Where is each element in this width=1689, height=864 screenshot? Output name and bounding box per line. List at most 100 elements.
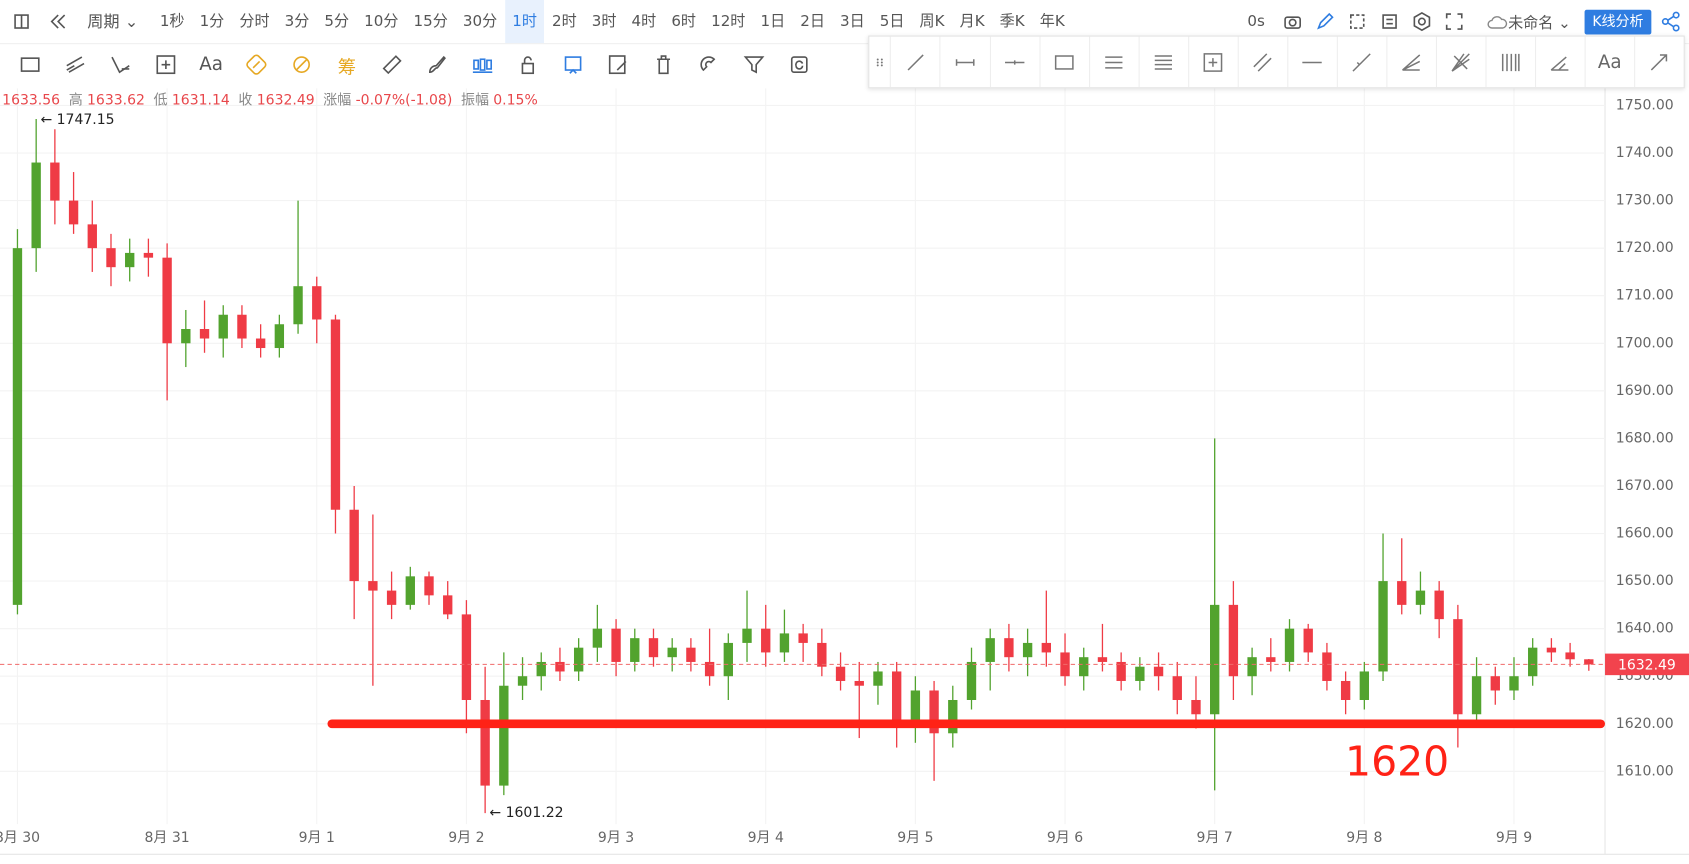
candle-body: [274, 324, 285, 349]
info-label: 高: [68, 92, 83, 109]
text-tool[interactable]: Aa: [199, 53, 223, 76]
period-option[interactable]: 15分: [413, 12, 448, 31]
delete-tool[interactable]: [648, 50, 678, 80]
layout-name-text: 未命名: [1508, 15, 1554, 33]
y-tick-label: 1650.00: [1616, 573, 1674, 589]
x-tick-label: 9月 3: [598, 830, 634, 846]
hide-tool[interactable]: [558, 50, 588, 80]
fib-lines[interactable]: [1138, 36, 1188, 88]
edit-tool[interactable]: [603, 50, 633, 80]
trend-line[interactable]: [890, 36, 940, 88]
draw-button[interactable]: [1310, 6, 1340, 36]
rectangle[interactable]: [1039, 36, 1089, 88]
candle-body: [237, 314, 247, 339]
period-option[interactable]: 年K: [1039, 12, 1065, 31]
back-button[interactable]: [43, 6, 73, 36]
candle-body: [461, 614, 472, 700]
arrow-line[interactable]: [1634, 36, 1684, 88]
camera-button[interactable]: [1278, 6, 1308, 36]
measure-tool[interactable]: [151, 50, 181, 80]
period-option[interactable]: 4时: [631, 12, 657, 31]
candle-tool[interactable]: [468, 50, 498, 80]
period-option[interactable]: 12时: [711, 12, 746, 31]
candle-body: [1340, 680, 1351, 700]
angle[interactable]: [1534, 36, 1585, 88]
candle-body: [1509, 676, 1519, 691]
candle-body: [873, 671, 883, 686]
layout-button[interactable]: [6, 6, 36, 36]
horizontal-ray[interactable]: [989, 36, 1039, 88]
drag-handle[interactable]: [869, 37, 890, 88]
period-option[interactable]: 月K: [959, 12, 985, 31]
parallel-lines[interactable]: [1088, 36, 1139, 88]
horizontal-line[interactable]: [1286, 36, 1337, 88]
period-menu[interactable]: 周期 ⌄: [87, 11, 139, 32]
filter-tool[interactable]: [739, 50, 769, 80]
gann-fan[interactable]: [1435, 36, 1486, 88]
period-option[interactable]: 周K: [919, 12, 945, 31]
period-option[interactable]: 2日: [800, 12, 825, 31]
ruler-tool[interactable]: [377, 50, 407, 80]
period-option[interactable]: 5日: [879, 12, 905, 31]
candle-body: [517, 676, 528, 686]
candle-body: [349, 509, 359, 582]
magnet-tool[interactable]: [694, 50, 724, 80]
support-label: 1620: [1345, 738, 1449, 786]
period-option[interactable]: 分时: [239, 12, 270, 31]
period-option[interactable]: 5分: [324, 12, 350, 31]
info-label: 低: [153, 92, 168, 109]
gann-tool[interactable]: [287, 50, 317, 80]
range-line[interactable]: [939, 36, 990, 88]
fan[interactable]: [1386, 36, 1436, 88]
time-lines[interactable]: [1485, 36, 1535, 88]
period-option[interactable]: 6时: [671, 12, 697, 31]
period-option[interactable]: 季K: [999, 12, 1025, 31]
period-option[interactable]: 1秒: [159, 12, 185, 31]
candle-body: [1303, 628, 1313, 653]
candle-body: [686, 647, 696, 662]
period-option[interactable]: 3日: [840, 12, 865, 31]
pattern-tool[interactable]: [241, 50, 271, 80]
chip-tool[interactable]: 筹: [337, 56, 357, 79]
candle-body: [106, 248, 116, 268]
period-option[interactable]: 30分: [462, 12, 498, 31]
ray[interactable]: [1336, 36, 1387, 88]
sync-tool[interactable]: [784, 50, 814, 80]
x-tick-label: 9月 5: [897, 830, 933, 846]
period-option[interactable]: 10分: [364, 12, 399, 31]
brush-tool[interactable]: [422, 50, 452, 80]
analysis-button[interactable]: K线分析: [1584, 9, 1652, 35]
period-option[interactable]: 1分: [199, 12, 225, 31]
candle-body: [443, 595, 453, 615]
price-box[interactable]: [1187, 36, 1238, 88]
indicator-button[interactable]: [1375, 6, 1405, 36]
period-option[interactable]: 1时: [504, 0, 545, 44]
layout-name[interactable]: 未命名 ⌄: [1487, 12, 1571, 34]
y-tick-label: 1700.00: [1616, 335, 1674, 351]
fib-tool[interactable]: [106, 50, 136, 80]
y-tick-label: 1640.00: [1616, 621, 1674, 637]
period-option[interactable]: 1日: [760, 12, 786, 31]
lock-tool[interactable]: [513, 50, 543, 80]
y-tick-label: 1670.00: [1616, 478, 1674, 494]
channel-tool[interactable]: [60, 50, 90, 80]
share-button[interactable]: [1656, 6, 1686, 36]
period-option[interactable]: 3时: [591, 12, 617, 31]
fullscreen-button[interactable]: [1439, 6, 1469, 36]
candle-body: [1266, 657, 1276, 662]
text-tool[interactable]: Aa: [1584, 36, 1634, 88]
x-tick-label: 9月 9: [1496, 830, 1532, 846]
select-button[interactable]: [1342, 6, 1372, 36]
candle-body: [293, 286, 303, 325]
high-marker: ← 1747.15: [40, 112, 114, 128]
settings-button[interactable]: [1407, 6, 1437, 36]
candle-body: [1490, 676, 1500, 691]
candle-body: [125, 252, 135, 268]
period-option[interactable]: 2时: [552, 12, 577, 31]
period-option[interactable]: 3分: [284, 12, 310, 31]
rect-tool[interactable]: [15, 50, 45, 80]
candle-body: [68, 200, 79, 225]
x-tick-label: 9月 6: [1047, 830, 1083, 846]
candle-body: [312, 286, 322, 320]
channel[interactable]: [1237, 36, 1287, 88]
